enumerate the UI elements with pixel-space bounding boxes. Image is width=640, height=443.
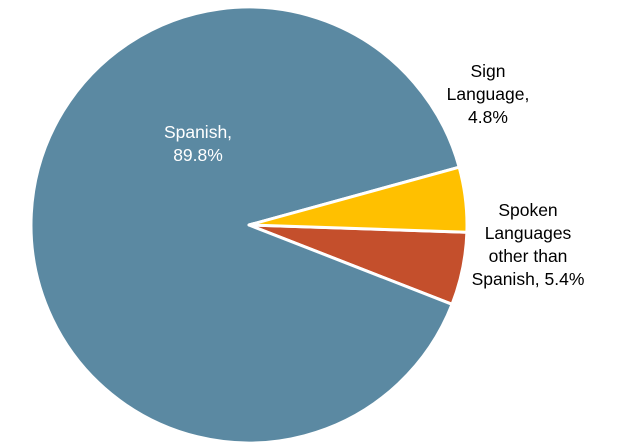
pie-slice-sign-language	[247, 165, 469, 234]
pie-slice-spanish	[29, 5, 461, 443]
data-label-line: 89.8%	[173, 145, 223, 165]
data-label-spoken-languages-other-than-spanish: Spoken Languages other than Spanish, 5.4%	[472, 200, 585, 289]
data-label-line: Sign	[470, 61, 505, 81]
data-label-line: Languages	[485, 223, 572, 243]
data-label-line: Spanish,	[164, 122, 232, 142]
data-label-line: Language,	[447, 84, 530, 104]
data-label-spanish: Spanish, 89.8%	[164, 122, 232, 165]
data-label-line: other than	[489, 246, 568, 266]
pie-data-labels: Spanish, 89.8% Sign Language, 4.8% Spoken Lang…	[164, 61, 584, 289]
data-label-line: Spanish, 5.4%	[472, 269, 585, 289]
pie-slices	[29, 5, 469, 443]
data-label-sign-language: Sign Language, 4.8%	[447, 61, 530, 127]
data-label-line: Spoken	[498, 200, 557, 220]
data-label-line: 4.8%	[468, 107, 508, 127]
